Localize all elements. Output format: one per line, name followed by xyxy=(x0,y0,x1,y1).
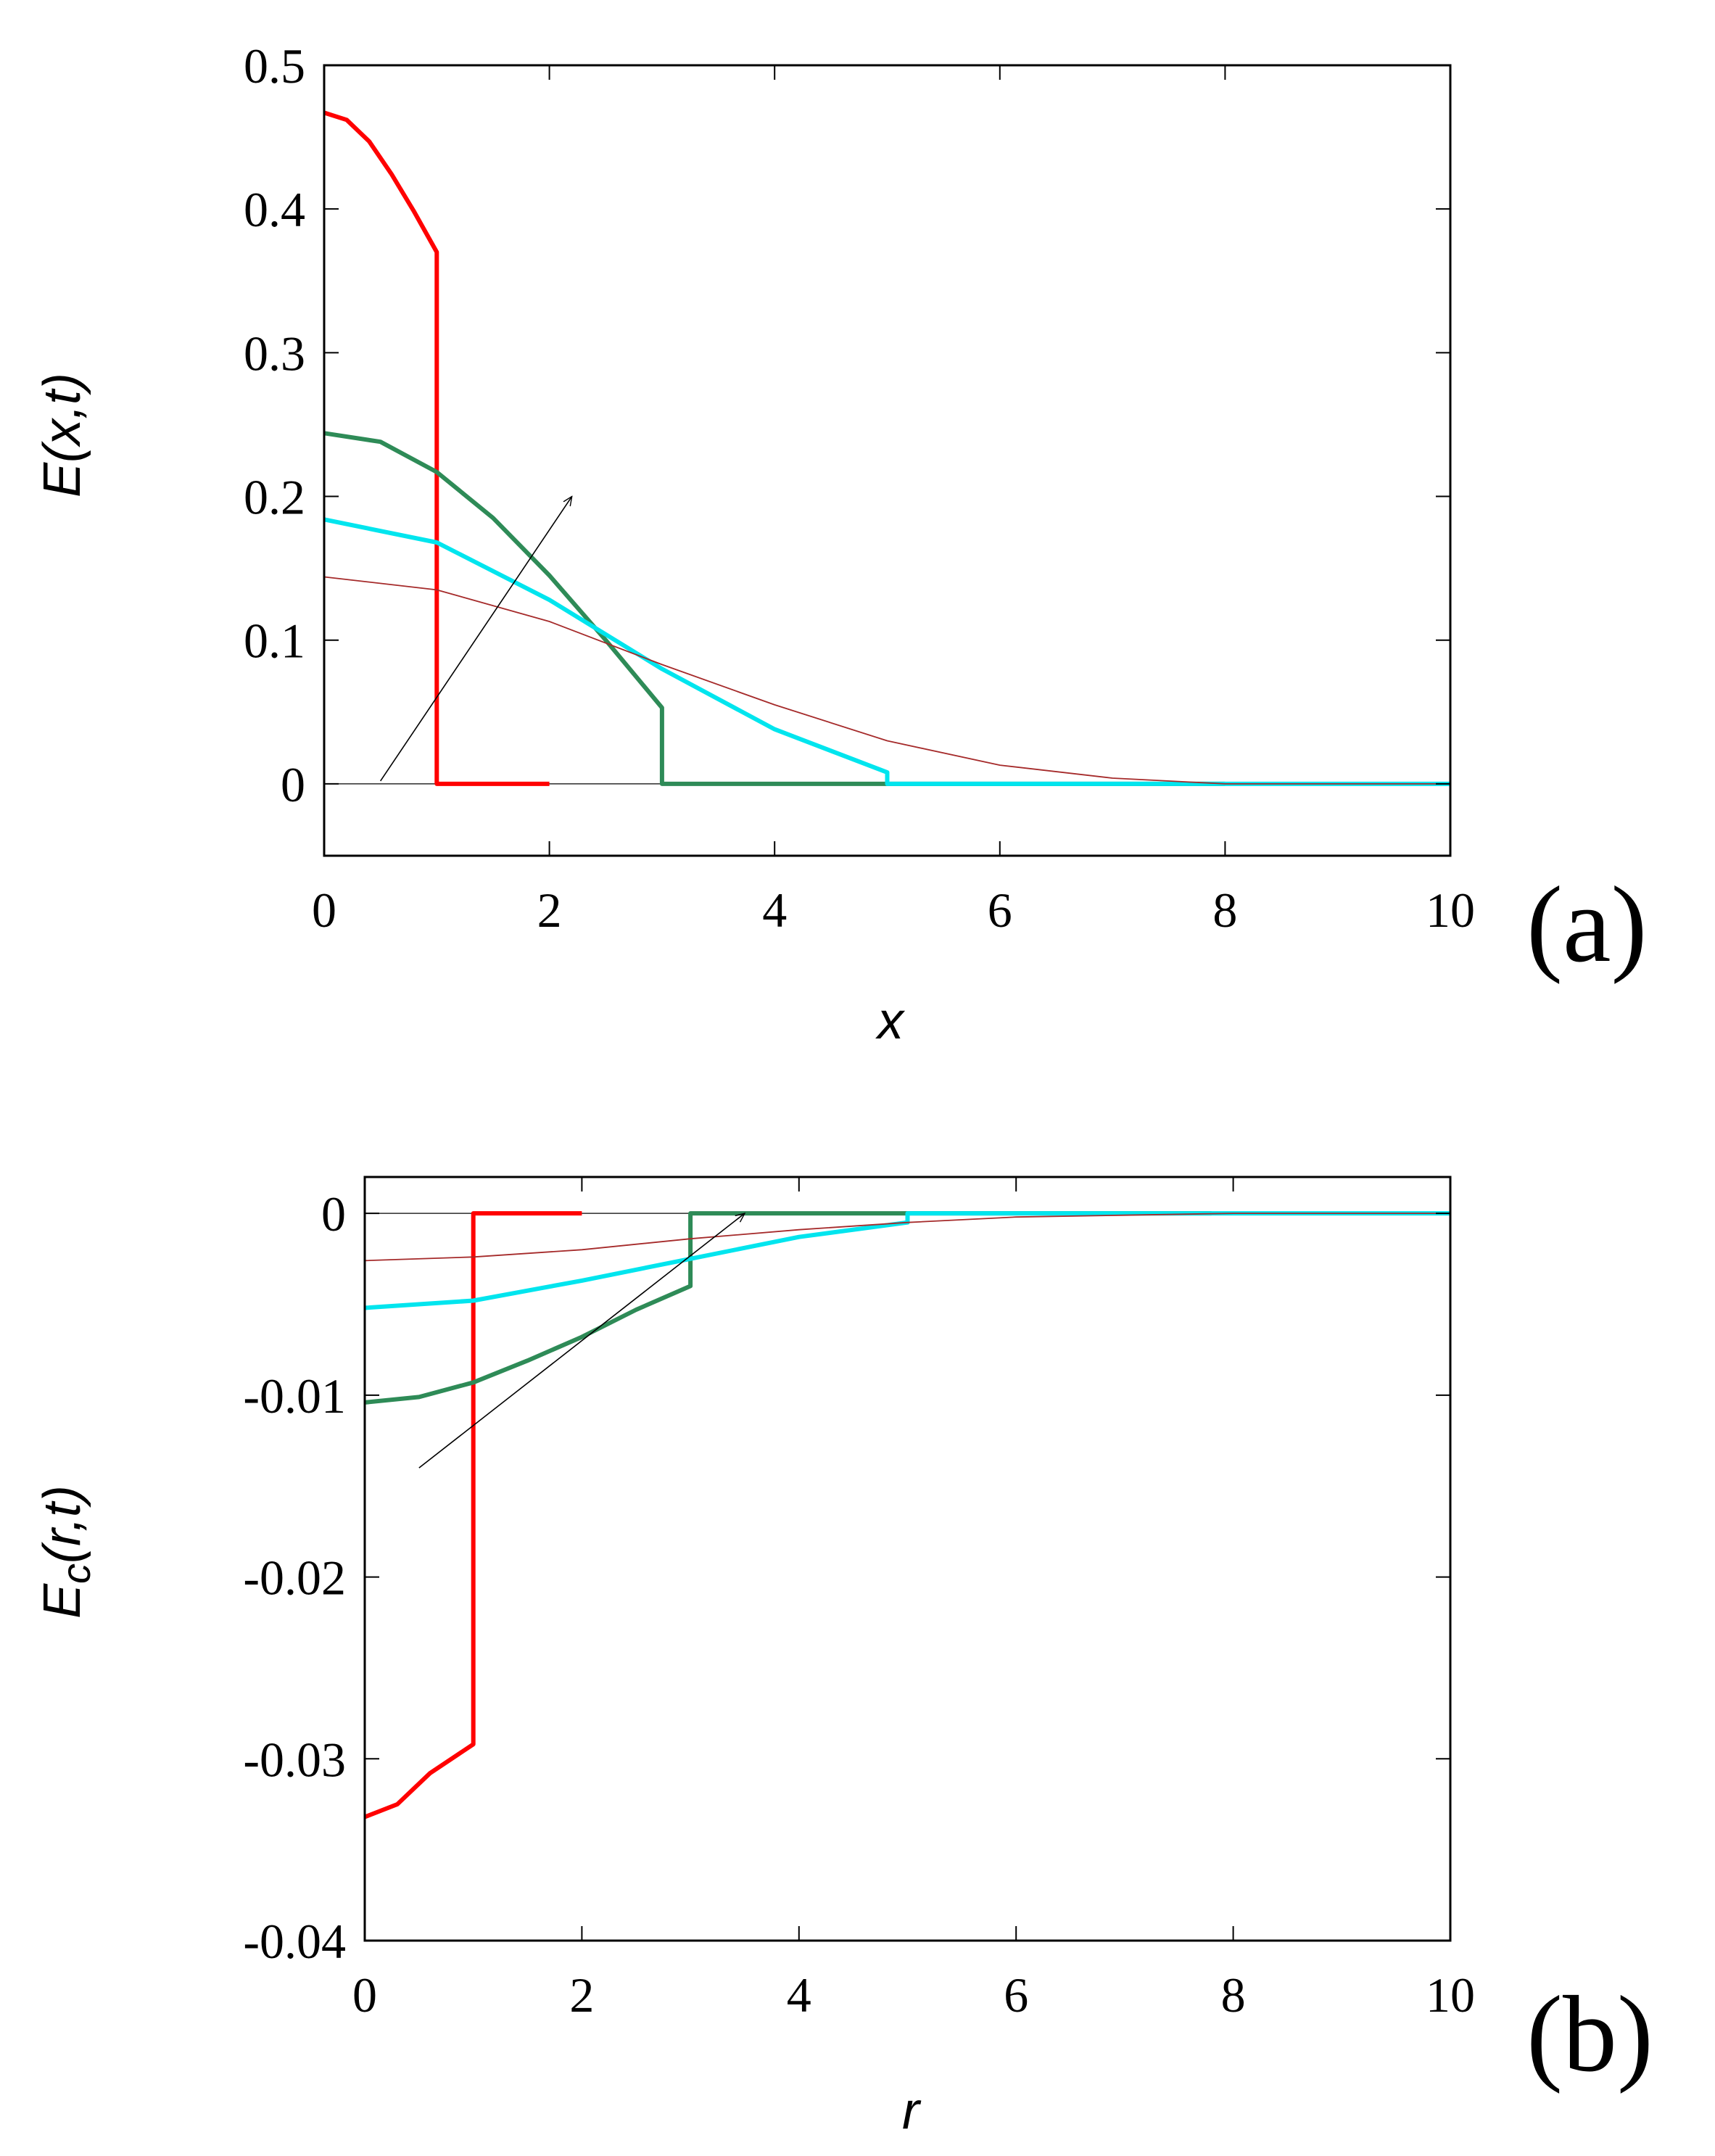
panel-a-xlabel: x xyxy=(875,992,906,1050)
panel-b-series-cyan xyxy=(364,1211,1450,1310)
panel-b-ytick-label: 0 xyxy=(321,1186,346,1242)
panel-b-frame xyxy=(363,1176,1452,1942)
panel-b-ytick-label: -0.02 xyxy=(243,1550,346,1606)
panel-a-series-red xyxy=(323,110,550,786)
panel-b-series-brown xyxy=(364,1213,1450,1262)
panel-a-xtick-label: 0 xyxy=(312,883,336,938)
panel-b-label: (b) xyxy=(1526,1974,1653,2094)
panel-b-xtick-label: 10 xyxy=(1426,1967,1475,2023)
panel-a-xtick-label: 10 xyxy=(1426,883,1475,938)
panel-a-frame xyxy=(323,64,1452,857)
panel-b-chart: 0 2 4 6 8 10 0 -0.01 -0.02 -0.03 -0.04 Ec(r,t) r (… xyxy=(33,1176,1653,2140)
panel-a-ytick-label: 0 xyxy=(281,757,305,812)
panel-a-xtick-label: 4 xyxy=(762,883,787,938)
panel-b-series-green xyxy=(364,1211,1212,1405)
panel-a-ytick-label: 0.2 xyxy=(244,470,305,525)
panel-a-ytick-label: 0.1 xyxy=(244,614,305,669)
panel-b-ytick-label: -0.01 xyxy=(243,1368,346,1424)
panel-b-xtick-label: 0 xyxy=(352,1967,377,2023)
panel-b-xtick-label: 8 xyxy=(1221,1967,1246,2023)
panel-a-ytick-label: 0.5 xyxy=(244,38,305,94)
panel-b-xlabel: r xyxy=(902,2082,922,2140)
panel-a-ytick-label: 0.4 xyxy=(244,182,305,237)
panel-b-series-red xyxy=(363,1211,582,1820)
panel-a-xtick-label: 2 xyxy=(537,883,562,938)
panel-b-ylabel: Ec(r,t) xyxy=(33,1485,99,1619)
panel-a-ylabel: E(x,t) xyxy=(33,373,91,497)
panel-a-xtick-label: 8 xyxy=(1212,883,1237,938)
panel-a-ytick-label: 0.3 xyxy=(244,326,305,381)
panel-b-ytick-label: -0.04 xyxy=(243,1914,346,1969)
panel-b-plot-area: 0 2 4 6 8 10 0 -0.01 -0.02 -0.03 -0.04 xyxy=(243,1176,1475,2023)
panel-a-series-brown xyxy=(323,576,1450,785)
panel-b-xtick-label: 6 xyxy=(1004,1967,1028,2023)
panel-b-ytick-label: -0.03 xyxy=(243,1732,346,1787)
panel-a-xtick-label: 6 xyxy=(988,883,1012,938)
panel-a-series-cyan xyxy=(323,517,1450,786)
panel-a-plot-area: 0 2 4 6 8 10 0 0.1 0.2 0.3 0.4 0.5 xyxy=(244,38,1475,938)
panel-b-xtick-label: 4 xyxy=(787,1967,811,2023)
panel-a-series-green xyxy=(323,431,1226,786)
panel-a-annotation-arrow xyxy=(379,497,572,782)
panel-b-xtick-label: 2 xyxy=(569,1967,594,2023)
panel-a-chart: 0 2 4 6 8 10 0 0.1 0.2 0.3 0.4 0.5 E(x,t) x (a) xyxy=(33,38,1647,1050)
panel-a-label: (a) xyxy=(1526,864,1647,985)
panel-b-annotation-arrow xyxy=(418,1213,745,1469)
